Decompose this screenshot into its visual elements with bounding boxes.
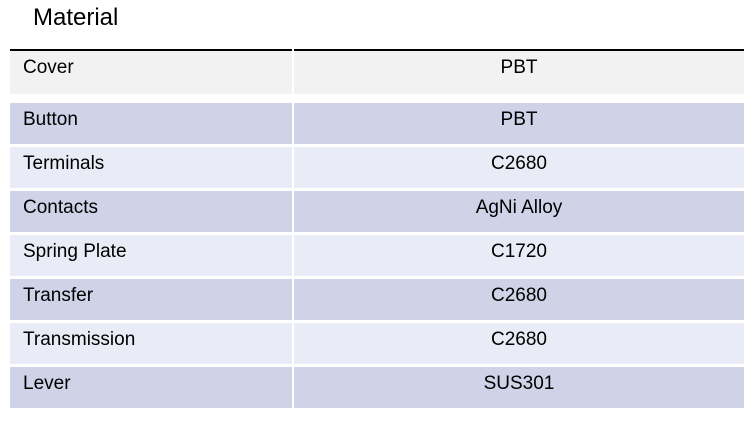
table-row: Button PBT	[10, 103, 744, 144]
material-cell: PBT	[294, 103, 744, 144]
material-table: Cover PBT Button PBT Terminals C2680 Con…	[10, 49, 744, 408]
table-row: Contacts AgNi Alloy	[10, 191, 744, 232]
table-row: Terminals C2680	[10, 147, 744, 188]
material-cell: AgNi Alloy	[294, 191, 744, 232]
material-cell: C2680	[294, 279, 744, 320]
part-cell: Transfer	[10, 279, 292, 320]
material-cell: C2680	[294, 147, 744, 188]
material-cell: PBT	[294, 49, 744, 94]
table-row: Transmission C2680	[10, 323, 744, 364]
part-cell: Lever	[10, 367, 292, 408]
part-cell: Button	[10, 103, 292, 144]
part-cell: Cover	[10, 49, 292, 94]
material-cell: SUS301	[294, 367, 744, 408]
part-cell: Terminals	[10, 147, 292, 188]
page-title: Material	[33, 4, 119, 31]
part-cell: Contacts	[10, 191, 292, 232]
material-cell: C1720	[294, 235, 744, 276]
material-cell: C2680	[294, 323, 744, 364]
table-row: Lever SUS301	[10, 367, 744, 408]
table-row: Transfer C2680	[10, 279, 744, 320]
part-cell: Spring Plate	[10, 235, 292, 276]
part-cell: Transmission	[10, 323, 292, 364]
table-row: Cover PBT	[10, 49, 744, 94]
table-row: Spring Plate C1720	[10, 235, 744, 276]
